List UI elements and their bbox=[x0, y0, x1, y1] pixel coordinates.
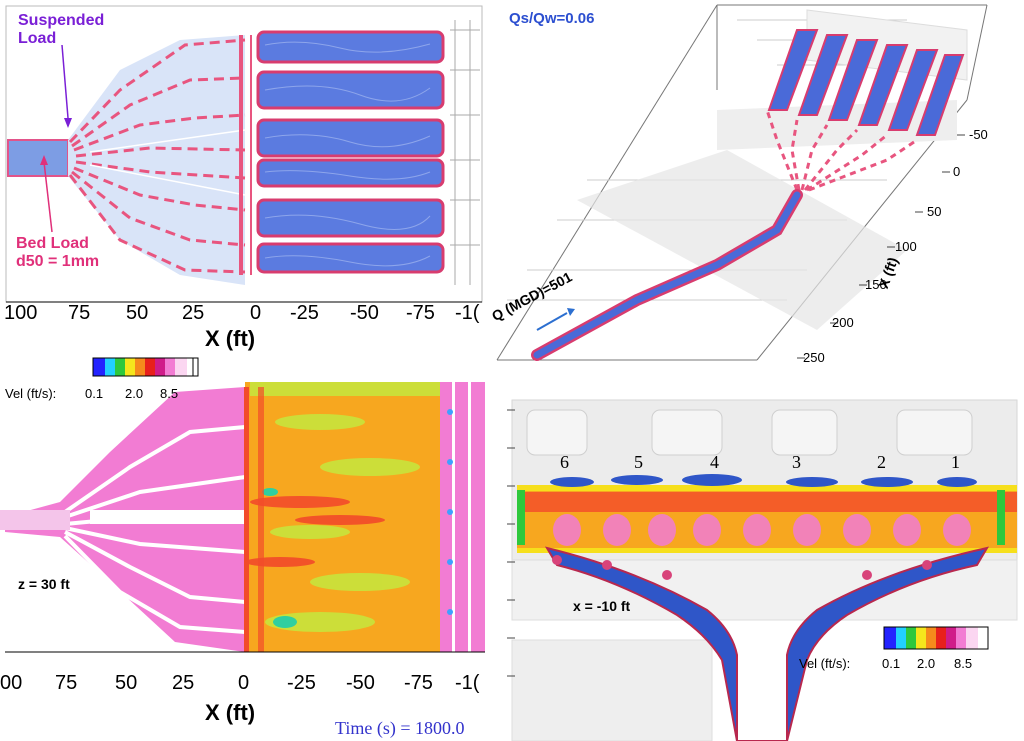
basins bbox=[256, 30, 445, 274]
basin-number: 4 bbox=[710, 452, 719, 472]
basin-number: 6 bbox=[560, 452, 569, 472]
bottom-left-x-ticks: 00 75 50 25 0 -25 -50 -75 -1( bbox=[0, 672, 485, 698]
top-right-plot bbox=[487, 0, 1024, 380]
basin-number: 3 bbox=[792, 452, 801, 472]
colorbar-tick: 2.0 bbox=[917, 656, 936, 671]
basin-number: 5 bbox=[634, 452, 643, 472]
bottom-right-colorbar-labels: Vel (ft/s): 0.1 2.0 8.5 bbox=[799, 656, 972, 671]
time-label: Time (s) = 1800.0 bbox=[335, 718, 465, 738]
top-right-ticks: -50 0 50 100 150 200 250 bbox=[487, 0, 1024, 380]
colorbar-tick: 8.5 bbox=[954, 656, 973, 671]
colorbar-tick: 8.5 bbox=[160, 386, 179, 401]
top-right-panel: Qs/Qw=0.06 Q (MGD)=501 -50 0 50 100 150 … bbox=[487, 0, 1024, 380]
bottom-left-panel: Vel (ft/s): 0.1 2.0 8.5 z = 30 ft 00 75 … bbox=[0, 352, 485, 741]
tick-label: 50 bbox=[115, 672, 138, 694]
tick-label: -25 bbox=[287, 672, 316, 694]
tick-label: -50 bbox=[969, 127, 988, 142]
basin-numbers: 6 5 4 3 2 1 bbox=[487, 452, 1024, 476]
tick-label: 250 bbox=[803, 350, 825, 365]
manifold-fan bbox=[68, 35, 245, 285]
colorbar-title: Vel (ft/s): bbox=[5, 386, 57, 401]
x-section-label: x = -10 ft bbox=[573, 598, 631, 614]
tick-label: -75 bbox=[406, 302, 435, 324]
branches-3d bbox=[765, 109, 918, 192]
suspended-load-label: Suspended Load bbox=[18, 12, 105, 47]
bottom-left-colorbar-labels: Vel (ft/s): 0.1 2.0 8.5 bbox=[5, 386, 178, 401]
tick-label: -1( bbox=[455, 672, 480, 694]
tick-label: 150 bbox=[865, 277, 887, 292]
colorbar-right bbox=[883, 626, 989, 650]
top-left-axis-title: X (ft) bbox=[205, 326, 256, 351]
tick-label: 75 bbox=[68, 302, 91, 324]
bottom-right-panel: 6 5 4 3 2 1 x = -10 ft Vel (ft/s): 0.1 2… bbox=[487, 380, 1024, 741]
ratio-label: Qs/Qw=0.06 bbox=[509, 10, 595, 27]
colorbar-tick: 0.1 bbox=[85, 386, 104, 401]
basin-number: 1 bbox=[951, 452, 960, 472]
basins-3d bbox=[767, 29, 965, 136]
bottom-right-plot bbox=[487, 380, 1024, 741]
colorbar-title: Vel (ft/s): bbox=[799, 656, 851, 671]
manifold-iso bbox=[544, 546, 990, 741]
colorbar bbox=[92, 357, 199, 377]
tick-label: 75 bbox=[55, 672, 78, 694]
bottom-left-axis-title: X (ft) bbox=[205, 700, 256, 725]
tick-label: 00 bbox=[0, 672, 23, 694]
top-left-plot bbox=[0, 0, 485, 352]
tick-label: -25 bbox=[290, 302, 319, 324]
tick-label: 0 bbox=[250, 302, 262, 324]
tick-label: 100 bbox=[4, 302, 38, 324]
tick-label: 50 bbox=[126, 302, 149, 324]
distribution-branches bbox=[68, 38, 246, 274]
tick-label: 0 bbox=[238, 672, 250, 694]
bottom-left-plot bbox=[0, 352, 485, 741]
tick-label: -50 bbox=[350, 302, 379, 324]
top-left-panel: Suspended Load Bed Load d50 = 1mm 100 75… bbox=[0, 0, 485, 352]
tick-label: 25 bbox=[172, 672, 195, 694]
tick-label: 25 bbox=[182, 302, 205, 324]
colorbar-tick: 2.0 bbox=[125, 386, 144, 401]
colorbar-tick: 0.1 bbox=[882, 656, 901, 671]
bed-load-label: Bed Load d50 = 1mm bbox=[16, 235, 100, 270]
basin-number: 2 bbox=[877, 452, 886, 472]
tick-label: 50 bbox=[927, 204, 942, 219]
tick-label: -50 bbox=[346, 672, 375, 694]
top-left-x-ticks: 100 75 50 25 0 -25 -50 -75 -1( bbox=[0, 302, 485, 326]
tick-label: 0 bbox=[953, 164, 961, 179]
inlet-pipe bbox=[7, 139, 69, 177]
tick-label: -1( bbox=[455, 302, 480, 324]
tick-label: -75 bbox=[404, 672, 433, 694]
tick-label: 100 bbox=[895, 239, 917, 254]
tick-label: 200 bbox=[832, 315, 854, 330]
z-label: z = 30 ft bbox=[18, 576, 70, 592]
